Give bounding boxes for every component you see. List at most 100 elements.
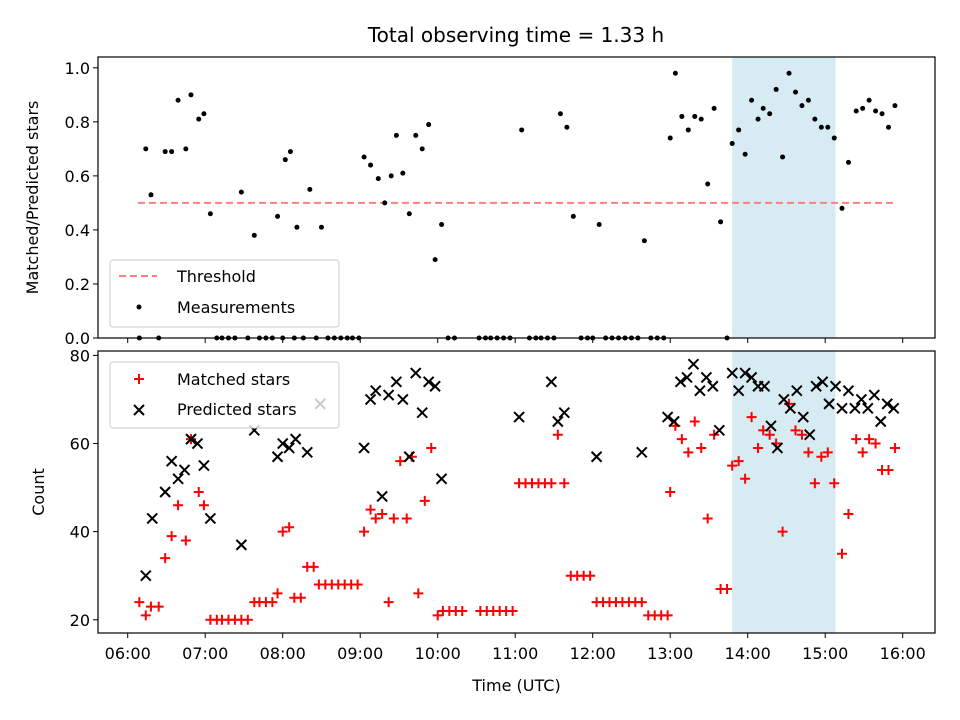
predicted-star-point (739, 367, 751, 379)
xtick-label: 09:00 (337, 644, 383, 663)
matched-star-point (740, 473, 751, 484)
measurement-point (426, 122, 432, 128)
measurement-point (201, 111, 207, 117)
bottom-legend: Matched stars Predicted stars (109, 361, 340, 429)
measurement-point (307, 186, 313, 192)
predicted-star-point (590, 451, 603, 463)
measurement-point (432, 257, 438, 263)
matched-star-point (777, 526, 788, 537)
measurement-point (388, 173, 394, 179)
predicted-star-point (382, 389, 395, 401)
predicted-star-point (694, 384, 706, 397)
predicted-star-point (403, 451, 415, 463)
measurement-point (886, 124, 891, 130)
matched-star-point (843, 509, 854, 520)
predicted-star-point (289, 433, 302, 445)
predicted-star-point (823, 398, 835, 410)
predicted-star-point (636, 446, 648, 459)
bottom-y-axis-label: Count (29, 468, 48, 516)
predicted-star-point (804, 429, 816, 441)
predicted-star-point (545, 376, 558, 388)
measurement-point (799, 103, 805, 109)
measurement-point (873, 108, 879, 114)
matched-star-point (419, 495, 430, 506)
matched-star-point (753, 442, 764, 453)
predicted-star-point (726, 367, 738, 379)
measurement-point (287, 149, 293, 155)
bottom-y-ticks: 20 40 60 80 (70, 346, 98, 630)
xtick-label: 13:00 (647, 644, 693, 663)
matched-star-point (559, 478, 570, 489)
matched-star-point (837, 548, 847, 559)
matched-star-point (426, 442, 437, 453)
matched-star-point (665, 487, 676, 497)
measurement-point (825, 124, 831, 130)
measurement-point (786, 70, 792, 76)
legend-plus-marker (134, 374, 144, 384)
top-ytick-label: 0.0 (65, 329, 90, 348)
matched-star-point (395, 456, 406, 467)
matched-star-point (365, 504, 376, 515)
legend-matched-swatch (134, 374, 144, 384)
measurement-point (805, 97, 811, 103)
matched-star-point (193, 487, 204, 497)
predicted-star-point (410, 367, 422, 379)
measurement-point (866, 97, 872, 103)
predicted-star-point (198, 459, 210, 472)
predicted-star-point (732, 384, 745, 397)
matched-star-point (457, 605, 468, 616)
matched-star-point (173, 500, 184, 511)
legend-cross-marker (133, 404, 145, 416)
matched-star-point (689, 416, 700, 427)
predicted-star-point (235, 539, 248, 551)
measurement-point (892, 103, 898, 109)
matched-star-point (153, 601, 164, 612)
measurement-point (760, 105, 766, 111)
measurement-point (570, 213, 576, 219)
predicted-star-point (687, 358, 700, 370)
measurement-point (685, 127, 691, 133)
measurement-point (679, 113, 685, 119)
top-plot-frame (97, 56, 936, 339)
predicted-star-point (668, 415, 680, 428)
predicted-star-point (159, 486, 171, 498)
matched-star-point (198, 500, 209, 511)
measurement-point (749, 97, 755, 103)
top-ytick-label: 1.0 (65, 59, 90, 78)
predicted-star-point (849, 402, 861, 414)
measurement-point (755, 116, 761, 122)
matched-star-point (662, 610, 673, 621)
predicted-star-point (178, 464, 191, 476)
bottom-ytick-label: 80 (70, 346, 90, 365)
bottom-ytick-label: 20 (70, 611, 90, 630)
legend-threshold-label: Threshold (176, 267, 256, 286)
predicted-star-point (810, 380, 822, 392)
matched-star-point (413, 588, 424, 599)
predicted-star-point (816, 376, 829, 388)
matched-star-point (388, 513, 399, 524)
predicted-star-point (146, 512, 158, 525)
measurement-point (780, 154, 786, 160)
matched-star-point (242, 614, 253, 625)
top-ytick-label: 0.6 (65, 167, 90, 186)
xtick-label: 11:00 (492, 644, 538, 663)
predicted-star-point (881, 398, 893, 410)
top-ytick-label: 0.8 (65, 113, 90, 132)
top-legend: Threshold Measurements (109, 259, 340, 328)
measurement-point (698, 116, 704, 122)
predicted-star-point (277, 437, 289, 450)
matched-star-point (377, 509, 388, 520)
measurement-point (148, 192, 154, 198)
legend-predicted-swatch (133, 404, 145, 416)
matched-star-point (401, 513, 412, 524)
matched-star-point (870, 438, 881, 449)
measurement-point (667, 135, 673, 141)
matched-star-point (889, 442, 900, 453)
predicted-star-point (674, 376, 687, 388)
top-ytick-label: 0.2 (65, 275, 90, 294)
predicted-star-point (778, 393, 790, 406)
predicted-star-point (191, 437, 204, 450)
matched-star-point (727, 460, 738, 471)
matched-star-point (696, 442, 707, 453)
matched-star-point (851, 434, 862, 445)
